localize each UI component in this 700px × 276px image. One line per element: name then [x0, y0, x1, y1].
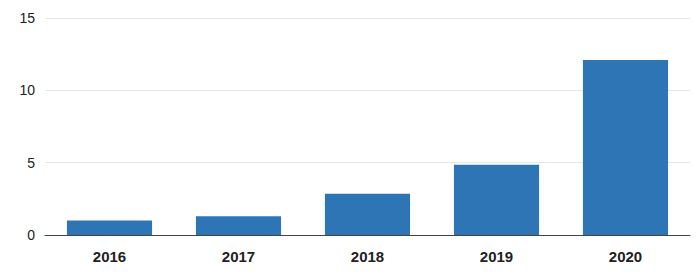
- svg-text:5: 5: [27, 155, 35, 171]
- svg-text:10: 10: [19, 82, 35, 98]
- svg-text:2020: 2020: [609, 248, 642, 265]
- svg-text:2017: 2017: [222, 248, 255, 265]
- svg-text:2016: 2016: [93, 248, 126, 265]
- svg-text:0: 0: [27, 227, 35, 243]
- svg-text:2019: 2019: [480, 248, 513, 265]
- svg-text:2018: 2018: [351, 248, 384, 265]
- svg-text:15: 15: [19, 10, 35, 26]
